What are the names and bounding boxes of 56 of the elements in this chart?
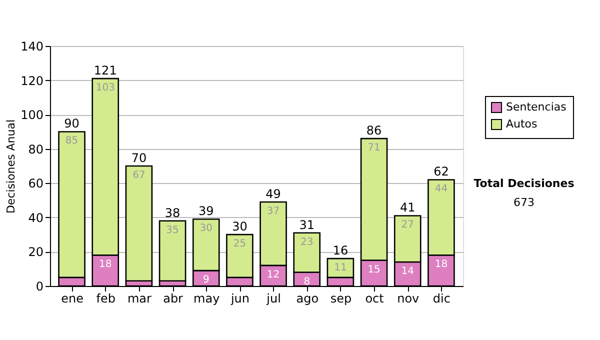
x-tick-label: oct — [365, 292, 384, 306]
data-label: 103 — [96, 82, 115, 94]
x-tick-label: jul — [266, 292, 281, 306]
legend-label: Autos — [506, 118, 538, 130]
data-label: 35 — [166, 224, 179, 236]
total-label: 121 — [94, 64, 117, 78]
legend-label: Sentencias — [506, 100, 567, 114]
total-label: 39 — [198, 204, 214, 218]
y-tick-label: 60 — [28, 176, 44, 191]
y-tick-label: 140 — [20, 40, 44, 54]
data-label: 25 — [233, 238, 246, 250]
data-label: 12 — [266, 269, 280, 280]
data-label: 67 — [132, 170, 146, 181]
total-label: 49 — [266, 187, 281, 201]
data-label: 44 — [434, 184, 448, 195]
total-label: 90 — [64, 116, 80, 131]
x-tick-label: ene — [61, 292, 84, 306]
text: 673 — [514, 196, 534, 209]
data-label: 23 — [300, 236, 314, 248]
data-label: 71 — [368, 142, 380, 154]
data-label: 30 — [200, 223, 212, 234]
data-label: 85 — [65, 136, 78, 147]
total-label: 16 — [332, 244, 348, 258]
y-tick-label: 80 — [28, 142, 44, 156]
x-tick-label: feb — [96, 292, 116, 306]
y-tick-label: 40 — [28, 210, 44, 225]
data-label: 18 — [99, 259, 112, 270]
data-label: 37 — [266, 206, 280, 217]
y-tick-label: 20 — [28, 245, 44, 260]
total-label: 62 — [434, 164, 449, 179]
x-tick-label: may — [194, 292, 220, 306]
data-label: 15 — [368, 264, 380, 276]
total-label: 31 — [299, 218, 315, 232]
y-tick-label: 120 — [20, 74, 44, 88]
x-tick-label: jun — [230, 292, 250, 306]
text: Total Decisiones — [474, 177, 575, 190]
y-tick-label: 100 — [20, 108, 44, 122]
data-label: 8 — [304, 276, 310, 288]
x-tick-label: dic — [432, 292, 450, 306]
data-label: 9 — [202, 274, 210, 286]
y-axis-title: Decisiones Anual — [4, 119, 18, 214]
data-label: 18 — [434, 259, 448, 270]
x-tick-label: ago — [296, 292, 319, 306]
y-tick-label: 0 — [36, 280, 44, 294]
x-tick-label: sep — [330, 292, 352, 306]
total-label: 70 — [131, 151, 147, 165]
total-label: 86 — [366, 124, 382, 138]
x-tick-label: mar — [127, 292, 152, 306]
data-label: 11 — [334, 262, 347, 274]
data-label: 14 — [401, 266, 414, 277]
total-label: 30 — [232, 220, 248, 234]
total-label: 41 — [400, 200, 416, 215]
data-label: 27 — [401, 220, 414, 231]
total-label: 38 — [164, 206, 180, 220]
x-tick-label: nov — [397, 292, 420, 306]
x-tick-label: abr — [163, 292, 184, 306]
